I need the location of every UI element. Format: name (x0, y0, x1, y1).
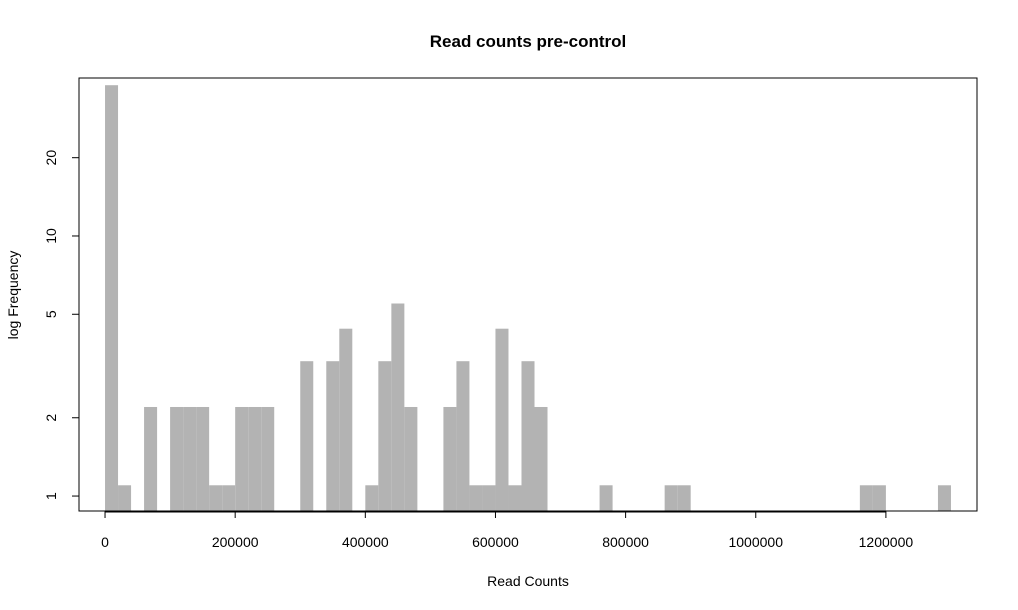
bar (378, 361, 392, 511)
bar (391, 303, 405, 511)
bar (170, 406, 184, 511)
bar (196, 406, 210, 511)
bar (118, 485, 132, 511)
bar (872, 485, 886, 511)
bar (209, 485, 223, 511)
bar (300, 361, 314, 511)
bar (339, 328, 353, 511)
bar (482, 485, 496, 511)
bar (508, 485, 522, 511)
bar (105, 85, 119, 511)
chart-title: Read counts pre-control (430, 32, 626, 51)
bar (248, 406, 262, 511)
bar (144, 406, 158, 511)
x-axis-label: Read Counts (487, 573, 569, 589)
bar (534, 406, 548, 511)
x-tick-label: 400000 (342, 534, 389, 550)
y-tick-label: 20 (43, 150, 59, 166)
bar (599, 485, 613, 511)
bar (443, 406, 457, 511)
plot-frame (78, 77, 978, 512)
bar (183, 406, 197, 511)
x-tick-label: 1000000 (728, 534, 783, 550)
bar (469, 485, 483, 511)
bar (495, 328, 509, 511)
bar (235, 406, 249, 511)
y-tick-label: 10 (43, 228, 59, 244)
bar (937, 485, 951, 511)
y-tick-label: 2 (43, 414, 59, 422)
x-tick-label: 200000 (212, 534, 259, 550)
x-tick-label: 800000 (602, 534, 649, 550)
bar (365, 485, 379, 511)
x-tick-label: 600000 (472, 534, 519, 550)
bar (404, 406, 418, 511)
bar (261, 406, 275, 511)
y-tick-label: 5 (43, 310, 59, 318)
y-axis-label: log Frequency (5, 251, 21, 340)
bar (456, 361, 470, 511)
y-tick-label: 1 (43, 492, 59, 500)
x-tick-label: 0 (101, 534, 109, 550)
bar (664, 485, 678, 511)
bar (859, 485, 873, 511)
bar (521, 361, 535, 511)
bar (326, 361, 340, 511)
x-tick-label: 1200000 (859, 534, 914, 550)
bar (222, 485, 236, 511)
bar (677, 485, 691, 511)
